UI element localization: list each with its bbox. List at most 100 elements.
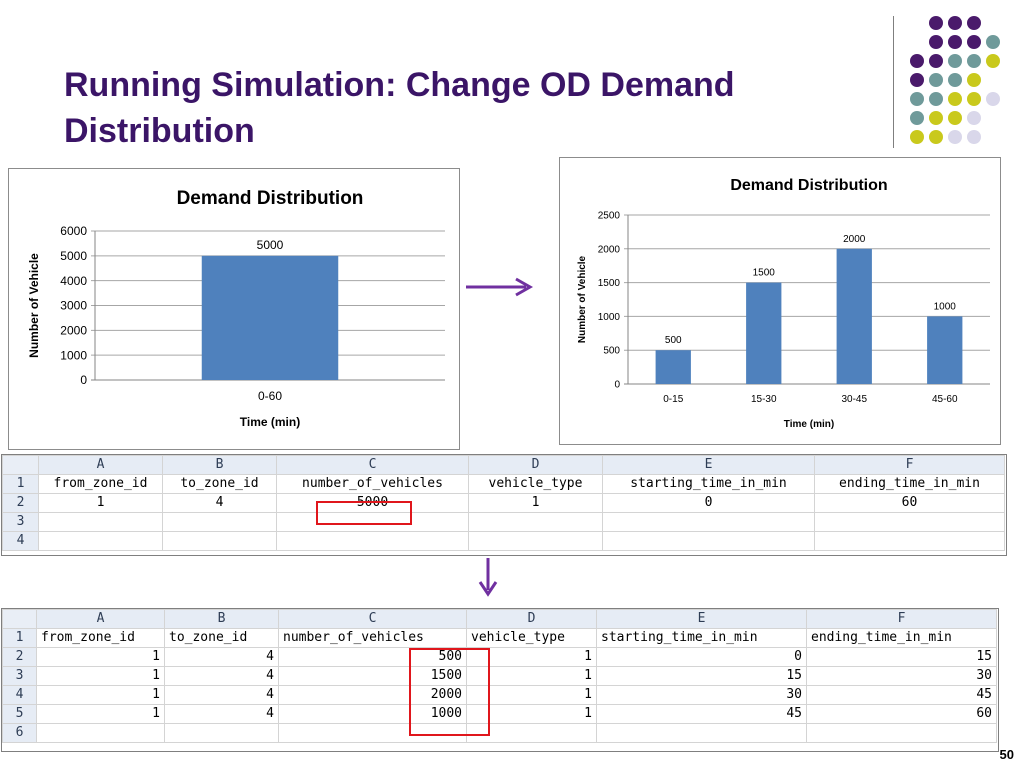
- data-cell[interactable]: 60: [814, 493, 1005, 513]
- x-tick-label: 30-45: [841, 394, 867, 405]
- empty-cell[interactable]: [806, 723, 997, 743]
- empty-cell[interactable]: [468, 512, 603, 532]
- spreadsheet-before: A B C D E F 1 from_zone_id to_zone_id nu…: [1, 454, 1007, 556]
- column-header-a[interactable]: A: [38, 455, 163, 475]
- data-cell[interactable]: 15: [596, 666, 807, 686]
- column-header-d[interactable]: D: [468, 455, 603, 475]
- empty-cell[interactable]: [276, 531, 469, 551]
- row-header[interactable]: 3: [2, 666, 37, 686]
- decorative-dot: [910, 92, 924, 106]
- empty-cell[interactable]: [162, 512, 277, 532]
- row-header[interactable]: 6: [2, 723, 37, 743]
- row-header[interactable]: 2: [2, 493, 39, 513]
- data-cell[interactable]: 45: [806, 685, 997, 705]
- data-cell[interactable]: 4: [164, 666, 279, 686]
- data-cell[interactable]: 1: [36, 647, 165, 667]
- header-cell[interactable]: to_zone_id: [162, 474, 277, 494]
- bar: [836, 248, 872, 384]
- header-cell[interactable]: vehicle_type: [466, 628, 597, 648]
- empty-cell[interactable]: [38, 512, 163, 532]
- data-cell[interactable]: 1: [468, 493, 603, 513]
- header-cell[interactable]: starting_time_in_min: [602, 474, 815, 494]
- chart-before-svg: Demand Distribution 0 1000 2000 3000 4000 5000…: [27, 188, 445, 429]
- slide-title-line-2: Distribution: [64, 112, 255, 150]
- header-cell[interactable]: number_of_vehicles: [278, 628, 467, 648]
- decorative-dot: [967, 54, 981, 68]
- decorative-dot: [948, 35, 962, 49]
- row-header[interactable]: 3: [2, 512, 39, 532]
- data-cell[interactable]: 15: [806, 647, 997, 667]
- row-header[interactable]: 2: [2, 647, 37, 667]
- data-cell[interactable]: 0: [596, 647, 807, 667]
- empty-cell[interactable]: [468, 531, 603, 551]
- decorative-dot: [948, 111, 962, 125]
- data-cell[interactable]: 1: [36, 704, 165, 724]
- y-tick-label: 0: [80, 373, 87, 387]
- data-cell[interactable]: 30: [596, 685, 807, 705]
- decorative-dot: [929, 92, 943, 106]
- row-header[interactable]: 4: [2, 685, 37, 705]
- spreadsheet-after: A B C D E F 1 from_zone_id to_zone_id nu…: [1, 608, 999, 752]
- header-cell[interactable]: number_of_vehicles: [276, 474, 469, 494]
- select-all-corner[interactable]: [2, 609, 37, 629]
- empty-cell[interactable]: [38, 531, 163, 551]
- column-header-e[interactable]: E: [596, 609, 807, 629]
- row-header[interactable]: 1: [2, 628, 37, 648]
- data-cell[interactable]: 1: [38, 493, 163, 513]
- empty-cell[interactable]: [162, 531, 277, 551]
- data-cell[interactable]: 1: [36, 666, 165, 686]
- data-cell[interactable]: 45: [596, 704, 807, 724]
- column-header-e[interactable]: E: [602, 455, 815, 475]
- decorative-dot: [986, 35, 1000, 49]
- y-tick-label: 5000: [60, 249, 87, 263]
- highlight-box-before: [316, 501, 412, 525]
- slide-title-line-1: Running Simulation: Change OD Demand: [64, 66, 735, 104]
- y-tick-label: 0: [614, 380, 620, 391]
- down-arrow-icon: [478, 558, 498, 597]
- header-cell[interactable]: vehicle_type: [468, 474, 603, 494]
- row-header[interactable]: 5: [2, 704, 37, 724]
- data-cell[interactable]: 0: [602, 493, 815, 513]
- header-cell[interactable]: from_zone_id: [38, 474, 163, 494]
- select-all-corner[interactable]: [2, 455, 39, 475]
- empty-cell[interactable]: [36, 723, 165, 743]
- header-cell[interactable]: starting_time_in_min: [596, 628, 807, 648]
- row-header[interactable]: 1: [2, 474, 39, 494]
- header-cell[interactable]: to_zone_id: [164, 628, 279, 648]
- column-header-f[interactable]: F: [806, 609, 997, 629]
- empty-cell[interactable]: [602, 512, 815, 532]
- decorative-dot: [967, 130, 981, 144]
- empty-cell[interactable]: [814, 512, 1005, 532]
- data-label: 1500: [753, 268, 776, 279]
- data-cell[interactable]: 4: [162, 493, 277, 513]
- decorative-dot: [948, 92, 962, 106]
- empty-cell[interactable]: [596, 723, 807, 743]
- decorative-dot: [929, 16, 943, 30]
- empty-cell[interactable]: [602, 531, 815, 551]
- data-cell[interactable]: 1: [36, 685, 165, 705]
- data-cell[interactable]: 4: [164, 647, 279, 667]
- spreadsheet-after-table: A B C D E F 1 from_zone_id to_zone_id nu…: [2, 609, 997, 743]
- column-header-f[interactable]: F: [814, 455, 1005, 475]
- empty-cell[interactable]: [814, 531, 1005, 551]
- empty-cell[interactable]: [164, 723, 279, 743]
- header-cell[interactable]: from_zone_id: [36, 628, 165, 648]
- column-header-c[interactable]: C: [278, 609, 467, 629]
- column-header-c[interactable]: C: [276, 455, 469, 475]
- data-cell[interactable]: 4: [164, 704, 279, 724]
- column-header-b[interactable]: B: [164, 609, 279, 629]
- data-cell[interactable]: 30: [806, 666, 997, 686]
- decorative-divider: [893, 16, 894, 148]
- y-tick-label: 1000: [598, 312, 621, 323]
- column-header-a[interactable]: A: [36, 609, 165, 629]
- header-cell[interactable]: ending_time_in_min: [814, 474, 1005, 494]
- data-cell[interactable]: 4: [164, 685, 279, 705]
- data-label: 1000: [934, 301, 957, 312]
- data-cell[interactable]: 60: [806, 704, 997, 724]
- decorative-dot: [948, 73, 962, 87]
- row-header[interactable]: 4: [2, 531, 39, 551]
- chart-title: Demand Distribution: [730, 177, 887, 194]
- column-header-d[interactable]: D: [466, 609, 597, 629]
- column-header-b[interactable]: B: [162, 455, 277, 475]
- header-cell[interactable]: ending_time_in_min: [806, 628, 997, 648]
